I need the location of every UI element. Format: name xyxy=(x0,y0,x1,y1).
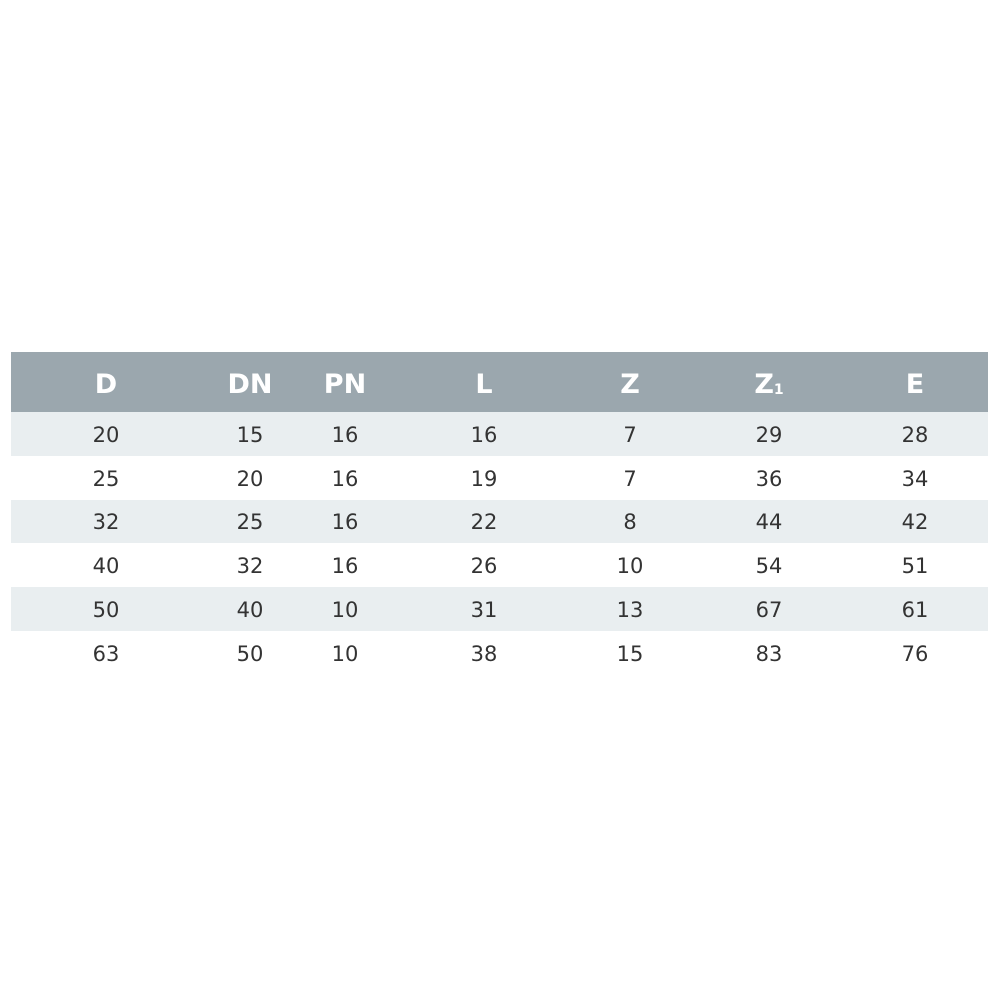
table-cell: 10 xyxy=(331,641,359,666)
column-header-label: DN xyxy=(227,368,273,400)
column-header: PN xyxy=(285,352,405,412)
table-cell: 40 xyxy=(236,598,264,623)
table-row: 63 50 10 38 15 83 76 xyxy=(11,631,988,675)
column-header: L xyxy=(424,352,544,412)
table-cell: 28 xyxy=(901,422,929,447)
table-cell: 54 xyxy=(755,554,783,579)
table-cell: 25 xyxy=(92,466,120,491)
table-cell: 51 xyxy=(901,554,929,579)
table-cell: 10 xyxy=(616,554,644,579)
table-cell: 16 xyxy=(331,554,359,579)
table-cell: 63 xyxy=(92,641,120,666)
table-cell: 16 xyxy=(331,466,359,491)
column-header: Z xyxy=(570,352,690,412)
table-cell: 7 xyxy=(623,422,637,447)
table-cell: 22 xyxy=(470,510,498,535)
table-cell: 38 xyxy=(470,641,498,666)
table-row: 25 20 16 19 7 36 34 xyxy=(11,456,988,500)
table-row: 50 40 10 31 13 67 61 xyxy=(11,587,988,631)
table-cell: 40 xyxy=(92,554,120,579)
table-row: 40 32 16 26 10 54 51 xyxy=(11,543,988,587)
table-cell: 7 xyxy=(623,466,637,491)
table-cell: 13 xyxy=(616,598,644,623)
table-cell: 25 xyxy=(236,510,264,535)
table-cell: 44 xyxy=(755,510,783,535)
dimensions-table: D DN PN L Z Z 1 E 20 15 16 16 7 29 28 25 20 16 19 7 36 34 32 25… xyxy=(11,352,988,675)
header-row: D DN PN L Z Z 1 E xyxy=(11,352,988,412)
column-header-subscript: 1 xyxy=(773,382,784,398)
table-row: 20 15 16 16 7 29 28 xyxy=(11,412,988,456)
table-cell: 76 xyxy=(901,641,929,666)
table-cell: 29 xyxy=(755,422,783,447)
table-cell: 34 xyxy=(901,466,929,491)
table-cell: 15 xyxy=(616,641,644,666)
table-cell: 16 xyxy=(331,422,359,447)
table-cell: 50 xyxy=(92,598,120,623)
column-header: D xyxy=(46,352,166,412)
table-cell: 83 xyxy=(755,641,783,666)
table-cell: 16 xyxy=(331,510,359,535)
column-header-label: L xyxy=(475,368,493,400)
table-cell: 32 xyxy=(236,554,264,579)
column-header-label: E xyxy=(905,368,925,400)
column-header-label: D xyxy=(94,368,118,400)
table-cell: 67 xyxy=(755,598,783,623)
table-cell: 10 xyxy=(331,598,359,623)
table-cell: 31 xyxy=(470,598,498,623)
table-row: 32 25 16 22 8 44 42 xyxy=(11,499,988,544)
column-header: DN xyxy=(190,352,310,412)
column-header-label: Z xyxy=(620,368,640,400)
table-cell: 26 xyxy=(470,554,498,579)
table-cell: 42 xyxy=(901,510,929,535)
table-cell: 32 xyxy=(92,510,120,535)
column-header: E xyxy=(855,352,975,412)
table-cell: 61 xyxy=(901,598,929,623)
table-cell: 20 xyxy=(92,422,120,447)
table-cell: 36 xyxy=(755,466,783,491)
table-cell: 50 xyxy=(236,641,264,666)
column-header-label: PN xyxy=(323,368,367,400)
table-cell: 16 xyxy=(470,422,498,447)
column-header-label: Z xyxy=(754,368,774,400)
table-cell: 8 xyxy=(623,510,637,535)
table-cell: 20 xyxy=(236,466,264,491)
table-cell: 19 xyxy=(470,466,498,491)
table-cell: 15 xyxy=(236,422,264,447)
